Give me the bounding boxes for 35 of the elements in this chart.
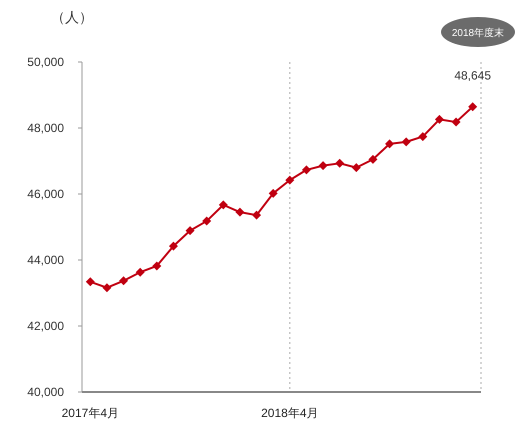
point: [452, 118, 461, 127]
point: [186, 226, 195, 236]
point: [352, 163, 361, 172]
point: [136, 268, 145, 277]
y-tick-label: 44,000: [27, 253, 64, 267]
point: [252, 210, 262, 220]
point: [318, 161, 328, 170]
point: [385, 139, 394, 148]
point: [152, 261, 162, 270]
point: [418, 132, 428, 142]
y-axis-title: （人）: [51, 9, 93, 25]
x-tick-label: 2018年4月: [261, 406, 318, 420]
point: [335, 158, 344, 168]
text: 2018年度末: [452, 27, 504, 39]
y-tick-label: 46,000: [27, 187, 64, 201]
y-tick-label: 48,000: [27, 121, 64, 135]
point: [102, 283, 112, 292]
x-tick-label: 2017年4月: [62, 406, 119, 420]
point: [119, 276, 128, 286]
point: [368, 154, 378, 164]
point: [402, 137, 411, 146]
point: [302, 165, 311, 174]
y-tick-label: 40,000: [27, 385, 64, 399]
point: [202, 216, 212, 226]
y-tick-label: 50,000: [27, 55, 64, 69]
point: [268, 188, 278, 198]
point: [434, 114, 444, 124]
point: [235, 208, 244, 217]
y-tick-label: 42,000: [27, 319, 64, 333]
point: [86, 277, 95, 286]
point: [168, 242, 178, 251]
point: [285, 176, 294, 185]
data-label: 48,645: [454, 68, 492, 83]
point: [468, 102, 478, 112]
point: [218, 200, 228, 210]
